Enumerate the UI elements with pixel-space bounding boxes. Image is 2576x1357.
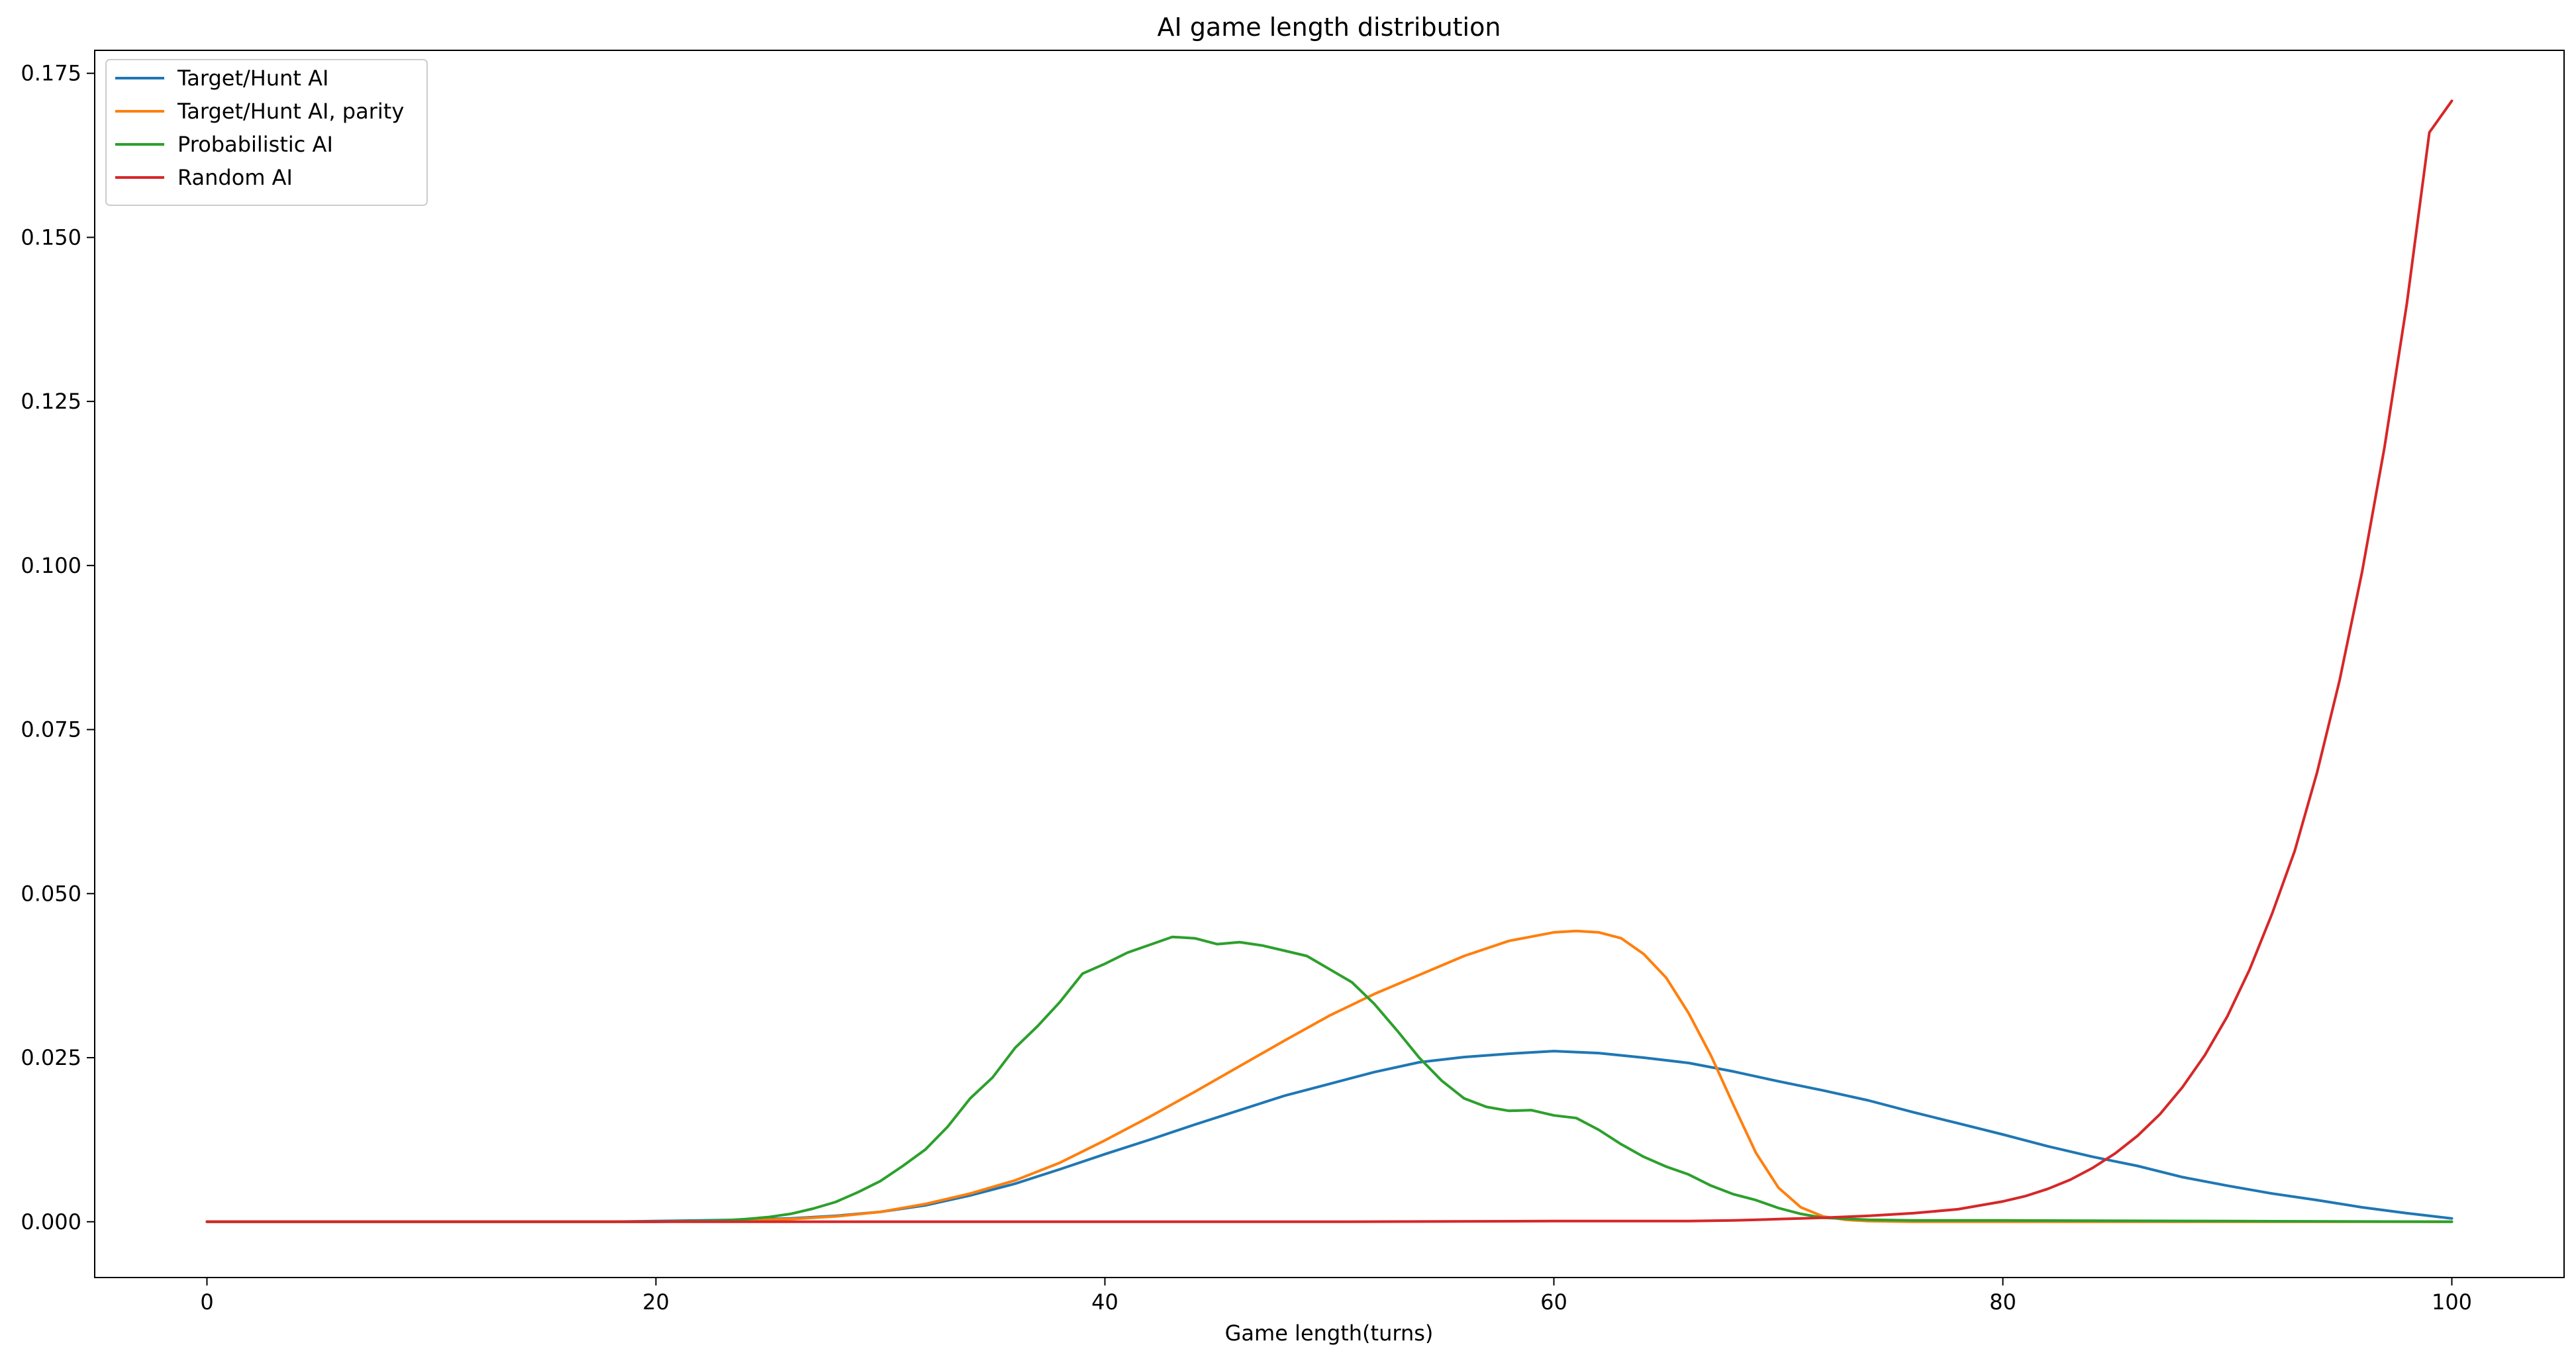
- x-tick-label: 60: [1540, 1289, 1567, 1315]
- y-tick-label: 0.150: [21, 225, 81, 250]
- legend-label-2: Target/Hunt AI, parity: [177, 99, 404, 124]
- series-line-3: [205, 935, 2453, 1223]
- legend-label-1: Target/Hunt AI: [177, 66, 328, 91]
- legend: Target/Hunt AI Target/Hunt AI, parity Prob…: [105, 59, 428, 206]
- y-tick-label: 0.175: [21, 61, 81, 86]
- series-line-2: [205, 929, 2453, 1223]
- legend-box: [105, 59, 428, 206]
- y-tick-label: 0.025: [21, 1045, 81, 1070]
- x-tick-label: 40: [1091, 1289, 1118, 1315]
- y-axis: 0.000 0.025 0.050 0.075 0.100 0.125 0.150 0.175: [21, 61, 95, 1234]
- x-tick-label: 0: [200, 1289, 213, 1315]
- chart-title: AI game length distribution: [1158, 13, 1501, 42]
- series-line-4: [205, 99, 2453, 1223]
- x-tick-label: 80: [1989, 1289, 2016, 1315]
- x-axis: 0 20 40 60 80 100: [200, 1278, 2472, 1315]
- series-layer: [205, 99, 2453, 1223]
- x-tick-label: 100: [2432, 1289, 2472, 1315]
- y-tick-label: 0.000: [21, 1209, 81, 1234]
- x-axis-label: Game length(turns): [1225, 1321, 1434, 1346]
- plot-frame: [94, 50, 2565, 1278]
- legend-label-3: Probabilistic AI: [177, 132, 333, 157]
- y-tick-label: 0.100: [21, 553, 81, 578]
- y-tick-label: 0.050: [21, 881, 81, 906]
- x-tick-label: 20: [642, 1289, 669, 1315]
- legend-label-4: Random AI: [177, 165, 293, 190]
- y-tick-label: 0.075: [21, 717, 81, 742]
- y-tick-label: 0.125: [21, 389, 81, 414]
